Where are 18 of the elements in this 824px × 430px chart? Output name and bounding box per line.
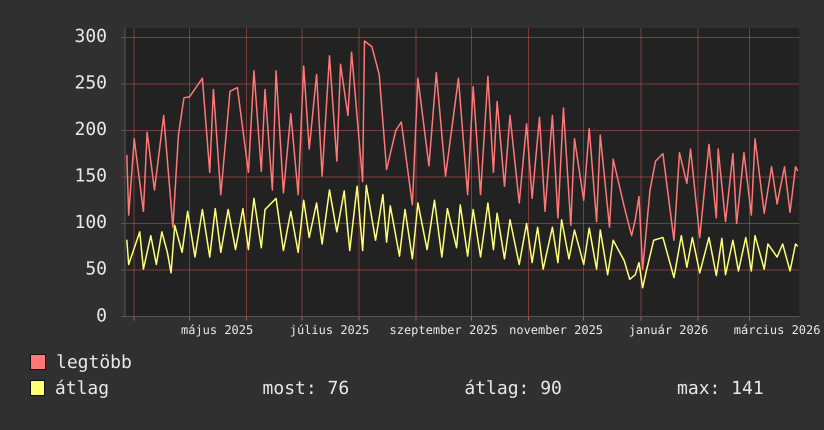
x-tick-label: július 2025 (290, 322, 370, 337)
legend-label: átlag (54, 378, 110, 398)
text: átlag: 90 (463, 378, 563, 398)
x-tick-label: március 2026 (734, 322, 820, 337)
y-tick-label: 300 (74, 26, 107, 47)
x-tick-label: május 2025 (180, 322, 254, 337)
y-tick-label: 100 (74, 212, 107, 234)
y-tick-label: 250 (74, 72, 107, 94)
y-tick-label: 50 (85, 258, 107, 280)
x-tick-label: szeptember 2025 (390, 322, 498, 337)
text: most: 76 (262, 378, 350, 398)
legend-label: legtöbb (56, 352, 133, 372)
y-tick-label: 200 (74, 119, 107, 140)
x-tick-label: november 2025 (509, 322, 604, 337)
y-tick-label: 0 (96, 305, 107, 326)
text: max: 141 (676, 378, 765, 398)
y-tick-label: 150 (74, 166, 107, 187)
x-tick-label: január 2026 (628, 322, 708, 337)
